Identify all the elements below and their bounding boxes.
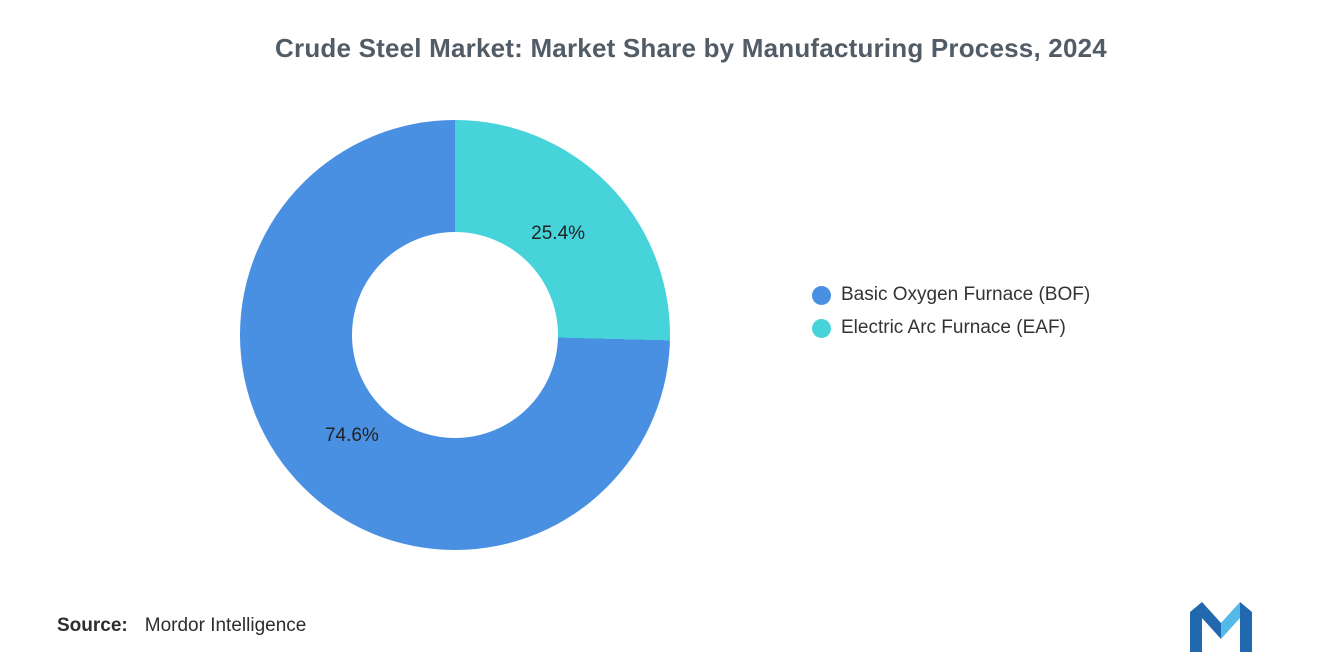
legend-marker-bof-icon [812,285,831,305]
source-line: Source: Mordor Intelligence [57,615,306,637]
legend-label-eaf: Electric Arc Furnace (EAF) [841,317,1066,338]
chart-title: Crude Steel Market: Market Share by Manu… [275,33,1107,63]
legend-marker-eaf-icon [812,318,831,338]
legend-item-eaf[interactable]: Electric Arc Furnace (EAF) [812,317,1090,339]
mordor-intelligence-logo-icon [1190,602,1252,652]
donut-chart[interactable]: 74.6% 25.4% [240,120,670,550]
source-label: Source: [57,615,128,636]
slice-label-bof: 74.6% [324,424,379,446]
donut-hole [352,232,558,438]
legend: Basic Oxygen Furnace (BOF) Electric Arc … [812,284,1090,350]
legend-label-bof: Basic Oxygen Furnace (BOF) [841,284,1091,305]
slice-label-eaf: 25.4% [531,223,586,245]
source-value: Mordor Intelligence [144,615,307,636]
legend-item-bof[interactable]: Basic Oxygen Furnace (BOF) [812,284,1090,306]
